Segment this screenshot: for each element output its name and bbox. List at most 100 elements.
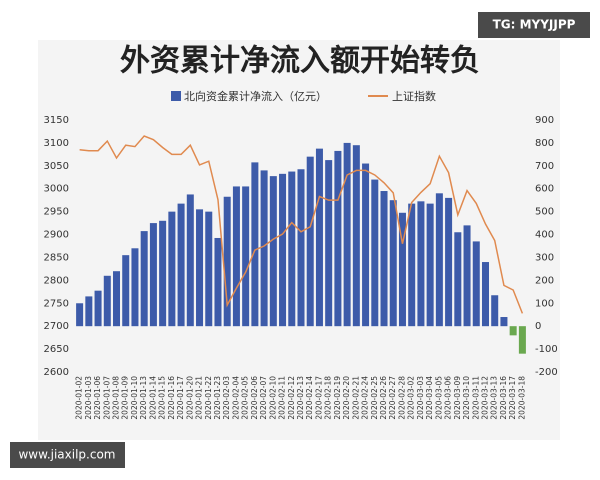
bar bbox=[417, 201, 425, 327]
watermark: TG: MYYJJPP bbox=[493, 18, 576, 32]
bar bbox=[232, 186, 240, 327]
x-tick-label: 2020-01-08 bbox=[112, 376, 121, 420]
x-tick-label: 2020-01-14 bbox=[148, 376, 157, 420]
x-tick-label: 2020-03-18 bbox=[517, 376, 526, 420]
bar bbox=[149, 223, 157, 327]
bar bbox=[186, 194, 194, 327]
y-tick-label: 2650 bbox=[44, 344, 69, 355]
y-tick-label: 3150 bbox=[44, 115, 69, 126]
x-tick-label: 2020-03-10 bbox=[462, 376, 471, 420]
bar bbox=[205, 211, 213, 327]
x-tick-label: 2020-01-16 bbox=[167, 376, 176, 420]
bar bbox=[408, 203, 416, 327]
x-tick-label: 2020-02-17 bbox=[314, 376, 323, 420]
bar bbox=[454, 232, 462, 327]
x-tick-label: 2020-01-09 bbox=[121, 376, 130, 420]
x-tick-label: 2020-01-10 bbox=[130, 376, 139, 420]
x-tick-label: 2020-01-21 bbox=[195, 376, 204, 420]
y2-tick-label: 100 bbox=[535, 298, 554, 309]
x-tick-label: 2020-03-13 bbox=[490, 376, 499, 420]
y2-tick-label: 200 bbox=[535, 275, 554, 286]
bar bbox=[297, 169, 305, 327]
x-tick-label: 2020-01-23 bbox=[213, 376, 222, 420]
bar bbox=[94, 290, 102, 327]
x-tick-label: 2020-03-09 bbox=[453, 376, 462, 420]
x-tick-label: 2020-03-17 bbox=[508, 376, 517, 420]
x-tick-label: 2020-02-07 bbox=[259, 376, 268, 420]
watermark-box bbox=[10, 442, 125, 468]
x-tick-label: 2020-03-02 bbox=[407, 376, 416, 420]
bar bbox=[140, 231, 148, 327]
bar bbox=[196, 209, 204, 327]
bar bbox=[168, 211, 176, 327]
y2-tick-label: 400 bbox=[535, 230, 554, 241]
bar bbox=[315, 148, 323, 327]
x-tick-label: 2020-02-19 bbox=[333, 376, 342, 420]
bar bbox=[288, 171, 296, 327]
y-tick-label: 2950 bbox=[44, 207, 69, 218]
x-tick-label: 2020-02-25 bbox=[370, 376, 379, 420]
y-tick-label: 2800 bbox=[44, 275, 69, 286]
watermark-box bbox=[478, 12, 590, 38]
chart-title: 外资累计净流入额开始转负 bbox=[120, 44, 480, 79]
bar bbox=[435, 193, 443, 327]
x-tick-label: 2020-02-05 bbox=[241, 376, 250, 420]
bar bbox=[426, 203, 434, 327]
bar bbox=[325, 160, 333, 327]
bar bbox=[103, 275, 111, 327]
bar bbox=[113, 271, 121, 327]
x-tick-label: 2020-03-04 bbox=[425, 376, 434, 420]
bar bbox=[463, 225, 471, 327]
x-tick-label: 2020-02-13 bbox=[296, 376, 305, 420]
x-tick-label: 2020-01-22 bbox=[204, 376, 213, 420]
x-tick-label: 2020-02-14 bbox=[305, 376, 314, 420]
bar bbox=[472, 241, 480, 327]
bar bbox=[306, 156, 314, 327]
x-tick-label: 2020-03-12 bbox=[480, 376, 489, 420]
y2-tick-label: -100 bbox=[535, 344, 558, 355]
x-tick-label: 2020-01-07 bbox=[102, 376, 111, 420]
x-tick-label: 2020-02-24 bbox=[361, 376, 370, 420]
bar bbox=[389, 200, 397, 327]
bar bbox=[509, 326, 517, 336]
x-tick-label: 2020-01-02 bbox=[75, 376, 84, 420]
x-tick-label: 2020-02-06 bbox=[250, 376, 259, 420]
bar bbox=[445, 197, 453, 327]
x-tick-label: 2020-02-04 bbox=[231, 376, 240, 420]
y2-tick-label: -200 bbox=[535, 367, 558, 378]
y2-tick-label: 0 bbox=[535, 321, 541, 332]
bar bbox=[251, 162, 259, 327]
y-tick-label: 3000 bbox=[44, 184, 69, 195]
bar bbox=[85, 296, 93, 327]
bar bbox=[491, 295, 499, 327]
y-tick-label: 2600 bbox=[44, 367, 69, 378]
bar bbox=[223, 196, 231, 327]
bar bbox=[242, 186, 250, 327]
bar bbox=[362, 163, 370, 327]
x-tick-label: 2020-02-26 bbox=[379, 376, 388, 420]
y-tick-label: 2850 bbox=[44, 252, 69, 263]
x-tick-label: 2020-02-27 bbox=[388, 376, 397, 420]
legend-label: 上证指数 bbox=[392, 89, 436, 103]
x-tick-label: 2020-01-15 bbox=[158, 376, 167, 420]
bar bbox=[481, 262, 489, 327]
bar bbox=[177, 203, 185, 327]
x-tick-label: 2020-02-11 bbox=[278, 376, 287, 420]
bar bbox=[398, 212, 406, 327]
x-tick-label: 2020-01-17 bbox=[176, 376, 185, 420]
x-tick-label: 2020-02-12 bbox=[287, 376, 296, 420]
x-tick-label: 2020-02-03 bbox=[222, 376, 231, 420]
y2-tick-label: 800 bbox=[535, 138, 554, 149]
bar bbox=[131, 248, 139, 327]
legend-label: 北向资金累计净流入（亿元） bbox=[184, 89, 327, 103]
bar bbox=[334, 150, 342, 327]
bar bbox=[500, 317, 508, 327]
x-tick-label: 2020-03-05 bbox=[434, 376, 443, 420]
bar bbox=[380, 191, 388, 327]
x-tick-label: 2020-03-06 bbox=[444, 376, 453, 420]
bar bbox=[371, 179, 379, 327]
watermark: www.jiaxilp.com bbox=[18, 448, 115, 462]
bar bbox=[343, 142, 351, 327]
x-tick-label: 2020-02-18 bbox=[324, 376, 333, 420]
